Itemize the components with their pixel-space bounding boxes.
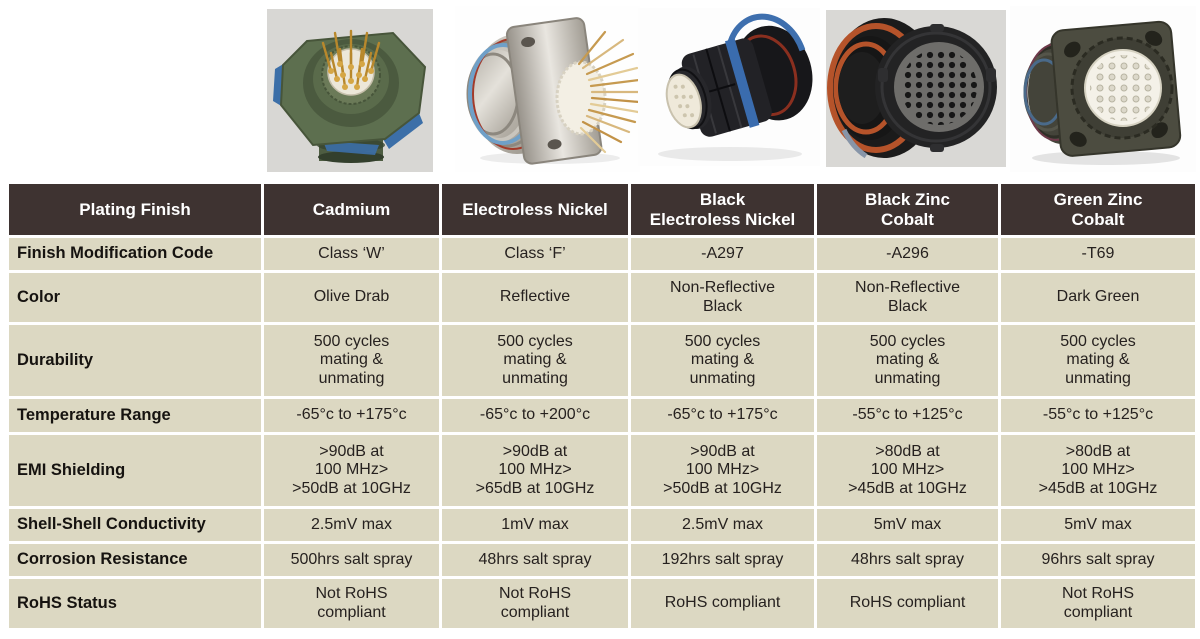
cell: 500 cycles mating & unmating	[814, 322, 1001, 399]
cell: 500 cycles mating & unmating	[628, 322, 817, 399]
cell: 96hrs salt spray	[998, 541, 1198, 579]
cell: Non-Reflective Black	[628, 270, 817, 325]
cell: 48hrs salt spray	[814, 541, 1001, 579]
cell: -55°c to +125°c	[814, 396, 1001, 435]
black-zinc-cobalt-connector-image	[826, 10, 1006, 167]
column-header-black-zinc-cobalt: Black Zinc Cobalt	[814, 181, 1001, 238]
cell: >80dB at 100 MHz> >45dB at 10GHz	[814, 432, 1001, 509]
header-row: Plating Finish Cadmium Electroless Nicke…	[6, 181, 1198, 238]
cell: >90dB at 100 MHz> >50dB at 10GHz	[261, 432, 442, 509]
electroless-nickel-connector-photo	[455, 6, 640, 172]
cell: Dark Green	[998, 270, 1198, 325]
cell: >90dB at 100 MHz> >65dB at 10GHz	[439, 432, 631, 509]
table-row-durability: Durability 500 cycles mating & unmating …	[6, 322, 1198, 399]
cell: 48hrs salt spray	[439, 541, 631, 579]
cell: -65°c to +200°c	[439, 396, 631, 435]
cell: 500hrs salt spray	[261, 541, 442, 579]
cell: Olive Drab	[261, 270, 442, 325]
cell: RoHS compliant	[814, 576, 1001, 631]
cell: 500 cycles mating & unmating	[261, 322, 442, 399]
cell: Not RoHS compliant	[261, 576, 442, 631]
cell: 5mV max	[814, 506, 1001, 544]
table-row-temperature-range: Temperature Range -65°c to +175°c -65°c …	[6, 396, 1198, 435]
cell: 5mV max	[998, 506, 1198, 544]
row-label: Finish Modification Code	[6, 235, 264, 273]
table-row-corrosion-resistance: Corrosion Resistance 500hrs salt spray 4…	[6, 541, 1198, 579]
column-header-cadmium: Cadmium	[261, 181, 442, 238]
cadmium-connector-image	[267, 9, 433, 172]
contact-pins	[673, 84, 695, 118]
green-zinc-cobalt-connector-image	[1010, 6, 1196, 172]
pin-bases	[328, 61, 374, 90]
table-row-emi-shielding: EMI Shielding >90dB at 100 MHz> >50dB at…	[6, 432, 1198, 509]
blue-grey-edge	[841, 128, 868, 159]
blue-rim	[727, 13, 806, 52]
column-header-black-electroless-nickel: Black Electroless Nickel	[628, 181, 817, 238]
row-label: Durability	[6, 322, 264, 399]
cell: 192hrs salt spray	[628, 541, 817, 579]
cell: -T69	[998, 235, 1198, 273]
cell: 2.5mV max	[628, 506, 817, 544]
pin-fan	[577, 30, 640, 154]
table-row-finish-modification-code: Finish Modification Code Class ‘W’ Class…	[6, 235, 1198, 273]
cell: Class ‘F’	[439, 235, 631, 273]
black-electroless-nickel-connector-image	[638, 8, 820, 166]
plating-finish-table: Plating Finish Cadmium Electroless Nicke…	[6, 181, 1198, 631]
black-electroless-nickel-connector-photo	[638, 8, 820, 166]
column-header-electroless-nickel: Electroless Nickel	[439, 181, 631, 238]
cell: 2.5mV max	[261, 506, 442, 544]
table-row-rohs-status: RoHS Status Not RoHS compliant Not RoHS …	[6, 576, 1198, 631]
cell: -A297	[628, 235, 817, 273]
electroless-nickel-connector-image	[455, 6, 640, 172]
connector-body	[665, 13, 813, 137]
column-header-plating-finish: Plating Finish	[6, 181, 264, 238]
table-row-shell-shell-conductivity: Shell-Shell Conductivity 2.5mV max 1mV m…	[6, 506, 1198, 544]
cell: >80dB at 100 MHz> >45dB at 10GHz	[998, 432, 1198, 509]
black-zinc-cobalt-connector-photo	[826, 10, 1006, 167]
green-zinc-cobalt-connector-photo	[1010, 6, 1196, 172]
cell: Reflective	[439, 270, 631, 325]
cadmium-connector-photo	[267, 9, 433, 172]
cell: 500 cycles mating & unmating	[998, 322, 1198, 399]
socket-holes	[901, 49, 977, 125]
cell: 500 cycles mating & unmating	[439, 322, 631, 399]
cell: Non-Reflective Black	[814, 270, 1001, 325]
cell: >90dB at 100 MHz> >50dB at 10GHz	[628, 432, 817, 509]
row-label: Temperature Range	[6, 396, 264, 435]
column-header-green-zinc-cobalt: Green Zinc Cobalt	[998, 181, 1198, 238]
table-row-color: Color Olive Drab Reflective Non-Reflecti…	[6, 270, 1198, 325]
blue-band	[724, 38, 760, 128]
row-label: Shell-Shell Conductivity	[6, 506, 264, 544]
cell: -A296	[814, 235, 1001, 273]
socket-bumps	[1090, 55, 1156, 121]
cell: 1mV max	[439, 506, 631, 544]
row-label: RoHS Status	[6, 576, 264, 631]
row-label: Corrosion Resistance	[6, 541, 264, 579]
cell: Not RoHS compliant	[998, 576, 1198, 631]
cell: Class ‘W’	[261, 235, 442, 273]
row-label: EMI Shielding	[6, 432, 264, 509]
blue-accent-right	[383, 113, 423, 149]
cell: -65°c to +175°c	[261, 396, 442, 435]
cell: Not RoHS compliant	[439, 576, 631, 631]
row-label: Color	[6, 270, 264, 325]
cell: -55°c to +125°c	[998, 396, 1198, 435]
cell: RoHS compliant	[628, 576, 817, 631]
cell: -65°c to +175°c	[628, 396, 817, 435]
